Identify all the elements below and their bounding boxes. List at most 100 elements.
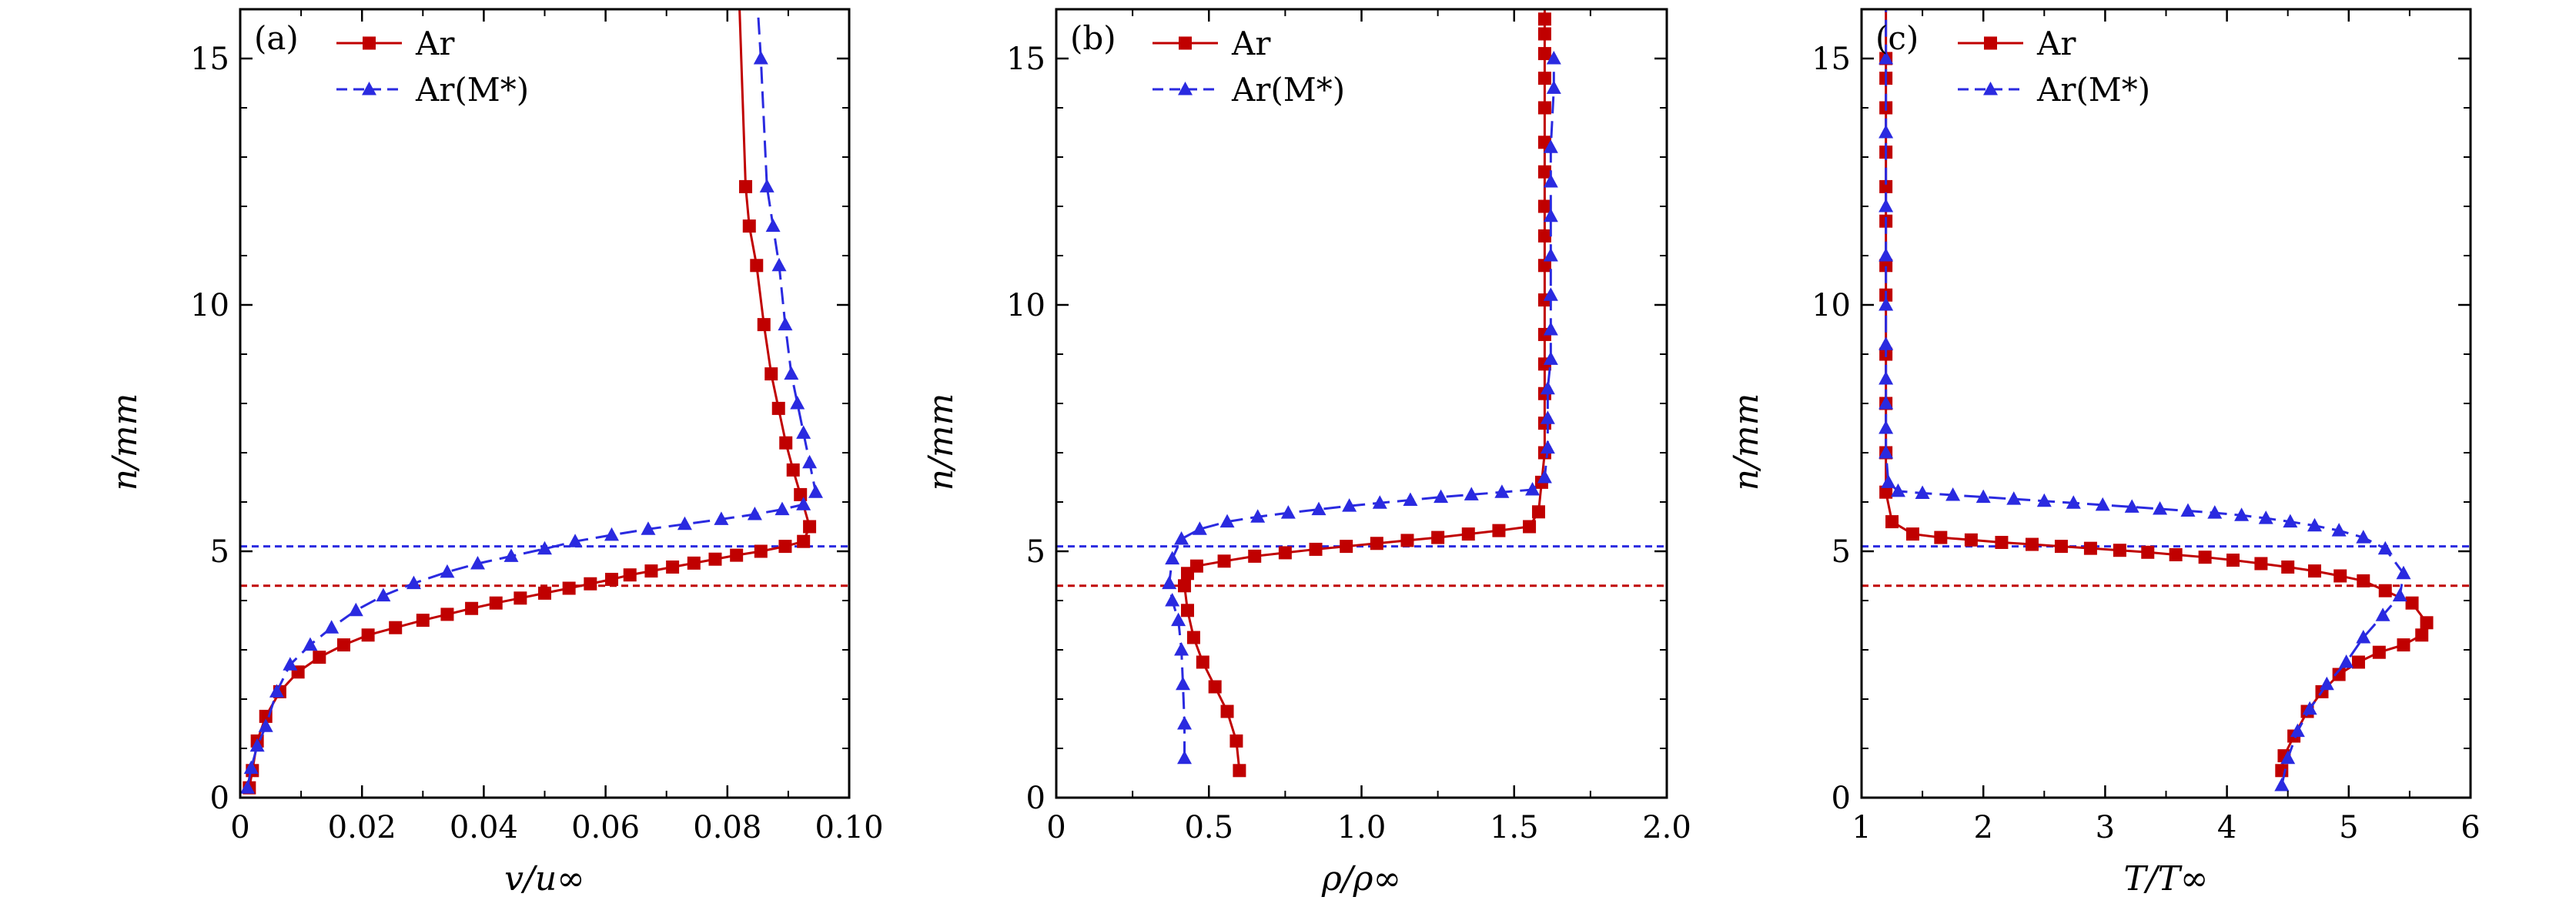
data-point <box>790 396 805 410</box>
series-group <box>1878 9 2434 791</box>
y-axis-label: n/mm <box>922 393 961 491</box>
data-point <box>1890 483 1905 497</box>
legend-marker <box>1179 36 1192 50</box>
data-point <box>1525 482 1541 496</box>
x-tick-label: 0.02 <box>328 810 396 845</box>
data-point <box>794 487 808 501</box>
data-point <box>1400 534 1414 547</box>
data-point <box>376 587 391 602</box>
panel-1: 0 0.5 1.0 1.5 2.0 0 5 10 15 ρ/ρ∞ n/mm (b) Ar Ar(M*) <box>922 8 1691 899</box>
data-point <box>2280 750 2296 765</box>
data-point <box>1523 520 1537 534</box>
x-tick-label: 1 <box>1852 810 1871 845</box>
data-point <box>2207 505 2223 519</box>
data-point <box>797 534 811 548</box>
data-point <box>623 568 637 582</box>
panel-label: (a) <box>254 19 299 57</box>
data-point <box>1537 27 1551 41</box>
data-point <box>2357 574 2370 587</box>
data-point <box>750 259 764 273</box>
data-point <box>2275 764 2289 778</box>
data-point <box>2226 554 2240 567</box>
x-tick-label: 0.5 <box>1184 810 1233 845</box>
data-point <box>1461 527 1475 541</box>
data-point <box>562 581 576 595</box>
data-point <box>796 497 811 510</box>
y-axis-label: n/mm <box>1727 393 1766 491</box>
data-point <box>1543 248 1558 262</box>
data-point <box>808 484 823 498</box>
data-point <box>1543 208 1558 223</box>
data-point <box>2258 510 2273 524</box>
data-point <box>1342 498 1357 512</box>
y-tick-label: 15 <box>1006 42 1045 77</box>
data-point <box>1546 80 1561 94</box>
data-point <box>1278 546 1292 560</box>
data-point <box>2377 540 2393 555</box>
series-line-1 <box>1168 59 1555 758</box>
data-point <box>1250 509 1266 523</box>
data-point <box>1878 420 1894 434</box>
panel-label: (c) <box>1875 19 1919 57</box>
data-point <box>1995 535 2009 549</box>
data-point <box>324 620 340 634</box>
data-point <box>1879 179 1893 193</box>
data-point <box>687 556 701 570</box>
data-point <box>1537 47 1551 61</box>
data-point <box>2025 537 2039 551</box>
x-tick-label: 6 <box>2461 810 2480 845</box>
data-point <box>1208 680 1222 694</box>
data-point <box>361 628 375 642</box>
data-point <box>604 527 620 541</box>
data-point <box>1540 380 1555 395</box>
data-point <box>1176 676 1191 691</box>
data-point <box>2283 514 2298 528</box>
data-point <box>1878 336 1894 350</box>
data-point <box>730 548 744 562</box>
data-point <box>2415 628 2429 642</box>
data-point <box>1178 579 1192 593</box>
data-point <box>2281 560 2295 574</box>
legend-label: Ar(M*) <box>2036 71 2150 109</box>
data-point <box>2169 547 2183 561</box>
plot-frame <box>1860 8 2472 799</box>
data-point <box>1431 530 1445 544</box>
data-point <box>1543 351 1558 365</box>
x-tick-label: 0.06 <box>571 810 640 845</box>
data-point <box>1217 554 1231 568</box>
data-point <box>243 760 259 775</box>
data-point <box>303 637 318 651</box>
data-point <box>1165 551 1180 565</box>
legend-marker <box>363 36 376 50</box>
data-point <box>1180 604 1194 617</box>
legend-marker <box>1984 36 1997 50</box>
data-point <box>677 516 692 530</box>
data-point <box>774 501 790 516</box>
x-tick-label: 1.5 <box>1490 810 1539 845</box>
data-point <box>2180 503 2196 517</box>
x-tick-label: 0.10 <box>815 810 883 845</box>
data-point <box>1543 139 1558 153</box>
data-point <box>1219 514 1235 528</box>
data-point <box>249 738 265 752</box>
data-point <box>1192 521 1207 535</box>
data-point <box>1309 542 1323 556</box>
data-point <box>2405 596 2419 610</box>
data-point <box>336 638 350 652</box>
data-point <box>764 367 778 381</box>
data-point <box>1878 371 1894 385</box>
data-point <box>757 318 771 332</box>
data-point <box>714 511 729 525</box>
data-point <box>2290 723 2305 738</box>
y-tick-label: 10 <box>1006 288 1045 323</box>
data-point <box>1537 165 1551 179</box>
data-point <box>2332 668 2346 681</box>
data-point <box>1340 540 1353 554</box>
data-point <box>538 586 551 600</box>
data-point <box>389 621 403 634</box>
x-tick-label: 4 <box>2217 810 2236 845</box>
data-point <box>2375 607 2390 621</box>
data-point <box>1537 199 1551 213</box>
data-point <box>1189 559 1203 573</box>
y-tick-label: 15 <box>190 42 229 77</box>
